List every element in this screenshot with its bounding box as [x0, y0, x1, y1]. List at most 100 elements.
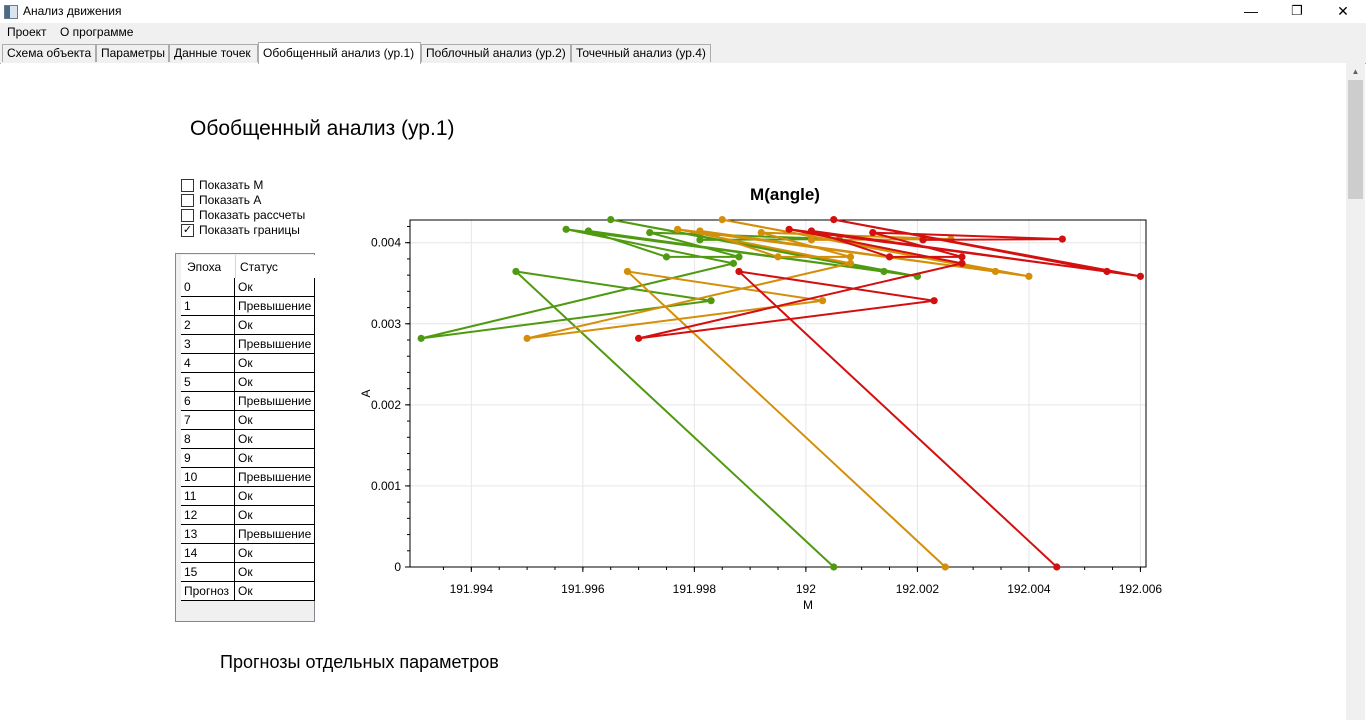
column-header-epoch[interactable]: Эпоха	[187, 260, 222, 274]
epoch-cell[interactable]: 11	[181, 487, 235, 506]
tab-point-analysis[interactable]: Точечный анализ (ур.4)	[571, 44, 711, 62]
data-point	[930, 297, 938, 305]
status-cell[interactable]: Превышение	[235, 525, 315, 544]
status-cell[interactable]: Ок	[235, 430, 315, 449]
table-row[interactable]: 1 Превышение	[181, 297, 315, 316]
tab-object-scheme[interactable]: Схема объекта	[2, 44, 96, 62]
column-header-status[interactable]: Статус	[240, 260, 278, 274]
menu-about[interactable]: О программе	[60, 25, 134, 39]
epoch-cell[interactable]: 0	[181, 278, 235, 297]
epoch-cell[interactable]: 5	[181, 373, 235, 392]
data-point	[623, 267, 632, 276]
data-point	[1058, 235, 1066, 243]
option-label: Показать границы	[199, 223, 300, 237]
epoch-cell[interactable]: 15	[181, 563, 235, 582]
chart: 191.994 191.996 191.998 192 192.002 192.004 19…	[359, 215, 1162, 612]
option-label: Показать М	[199, 178, 264, 192]
tab-general-analysis[interactable]: Обобщенный анализ (ур.1)	[258, 42, 421, 64]
table-row[interactable]: 15 Ок	[181, 563, 315, 582]
table-row[interactable]: 9 Ок	[181, 449, 315, 468]
data-point	[880, 267, 888, 276]
table-row[interactable]: 8 Ок	[181, 430, 315, 449]
restore-button[interactable]: ❐	[1291, 3, 1303, 18]
x-tick-label: 192	[796, 582, 816, 596]
status-cell[interactable]: Ок	[235, 278, 315, 297]
status-cell[interactable]: Ок	[235, 506, 315, 525]
data-point	[785, 225, 793, 233]
epoch-cell[interactable]: 12	[181, 506, 235, 525]
data-point	[846, 253, 855, 261]
table-row[interactable]: 2 Ок	[181, 316, 315, 335]
data-point	[674, 225, 682, 233]
table-row[interactable]: 3 Превышение	[181, 335, 315, 354]
epoch-cell[interactable]: 7	[181, 411, 235, 430]
status-cell[interactable]: Ок	[235, 449, 315, 468]
epoch-cell[interactable]: 8	[181, 430, 235, 449]
close-button[interactable]: ✕	[1337, 3, 1349, 19]
status-cell[interactable]: Превышение	[235, 297, 315, 316]
status-cell[interactable]: Ок	[235, 373, 315, 392]
table-row[interactable]: 10 Превышение	[181, 468, 315, 487]
column-divider	[235, 255, 236, 278]
table-row[interactable]: 6 Превышение	[181, 392, 315, 411]
tab-block-analysis[interactable]: Поблочный анализ (ур.2)	[421, 44, 571, 62]
status-cell[interactable]: Ок	[235, 487, 315, 506]
checkbox-show-m[interactable]	[181, 179, 194, 192]
status-cell[interactable]: Ок	[235, 354, 315, 373]
tab-parameters[interactable]: Параметры	[96, 44, 169, 62]
status-cell[interactable]: Ок	[235, 563, 315, 582]
data-point	[757, 228, 765, 237]
data-point	[830, 215, 838, 224]
epoch-cell[interactable]: 1	[181, 297, 235, 316]
table-row[interactable]: 4 Ок	[181, 354, 315, 373]
epoch-cell[interactable]: 3	[181, 335, 235, 354]
table-row[interactable]: 14 Ок	[181, 544, 315, 563]
data-point	[635, 334, 643, 342]
status-table[interactable]: Эпоха Статус 0 Ок 1 Превышение 2 Ок 3 Превышени…	[175, 253, 315, 622]
epoch-cell[interactable]: 13	[181, 525, 235, 544]
data-point	[512, 267, 520, 276]
scroll-up-icon[interactable]: ▲	[1351, 67, 1360, 76]
table-row[interactable]: 5 Ок	[181, 373, 315, 392]
data-point	[1103, 267, 1111, 276]
table-row[interactable]: 0 Ок	[181, 278, 315, 297]
status-cell[interactable]: Превышение	[235, 335, 315, 354]
table-row[interactable]: 11 Ок	[181, 487, 315, 506]
data-point	[584, 227, 593, 235]
vertical-scrollbar[interactable]: ▲	[1346, 63, 1365, 720]
y-tick-label: 0.001	[371, 479, 401, 493]
tab-point-data[interactable]: Данные точек	[169, 44, 258, 62]
data-point	[830, 563, 838, 571]
page-title: Обобщенный анализ (ур.1)	[190, 117, 455, 140]
table-row[interactable]: 12 Ок	[181, 506, 315, 525]
checkmark-icon: ✓	[182, 224, 193, 236]
table-row[interactable]: Прогноз Ок	[181, 582, 315, 601]
status-cell[interactable]: Ок	[235, 316, 315, 335]
menu-bar: Проект О программе	[0, 23, 1366, 42]
epoch-cell[interactable]: 4	[181, 354, 235, 373]
y-axis-label: A	[359, 389, 373, 397]
epoch-cell[interactable]: Прогноз	[181, 582, 235, 601]
x-tick-label: 191.994	[450, 582, 494, 596]
data-point	[607, 215, 615, 224]
status-cell[interactable]: Ок	[235, 544, 315, 563]
checkbox-show-calculations[interactable]	[181, 209, 194, 222]
menu-project[interactable]: Проект	[7, 25, 47, 39]
status-cell[interactable]: Превышение	[235, 392, 315, 411]
status-cell[interactable]: Превышение	[235, 468, 315, 487]
scroll-thumb[interactable]	[1348, 80, 1363, 199]
epoch-cell[interactable]: 9	[181, 449, 235, 468]
epoch-cell[interactable]: 14	[181, 544, 235, 563]
epoch-cell[interactable]: 10	[181, 468, 235, 487]
status-cell[interactable]: Ок	[235, 582, 315, 601]
table-row[interactable]: 7 Ок	[181, 411, 315, 430]
status-cell[interactable]: Ок	[235, 411, 315, 430]
table-row[interactable]: 13 Превышение	[181, 525, 315, 544]
checkbox-show-bounds[interactable]: ✓	[181, 224, 194, 237]
data-point	[1053, 563, 1061, 571]
data-point	[807, 227, 816, 235]
checkbox-show-a[interactable]	[181, 194, 194, 207]
epoch-cell[interactable]: 6	[181, 392, 235, 411]
epoch-cell[interactable]: 2	[181, 316, 235, 335]
minimize-button[interactable]: —	[1244, 3, 1258, 19]
